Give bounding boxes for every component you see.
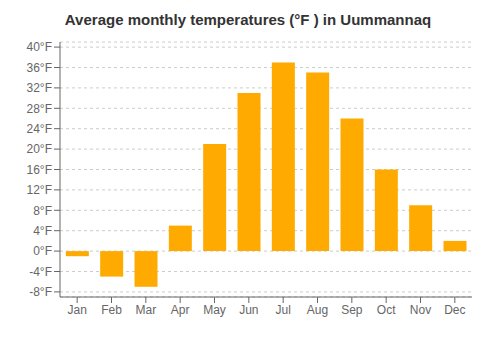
svg-text:Aug: Aug <box>307 303 328 317</box>
html-text:Average monthly temperatures (: Average monthly temperatures (°F ) in Uu… <box>64 11 432 28</box>
svg-text:0°F: 0°F <box>33 244 52 258</box>
svg-text:-4°F: -4°F <box>29 265 52 279</box>
svg-text:Feb: Feb <box>101 303 122 317</box>
svg-text:-8°F: -8°F <box>29 285 52 299</box>
svg-text:12°F: 12°F <box>27 183 52 197</box>
svg-text:May: May <box>203 303 226 317</box>
svg-text:24°F: 24°F <box>27 122 52 136</box>
svg-text:Nov: Nov <box>410 303 431 317</box>
svg-text:Sep: Sep <box>341 303 363 317</box>
svg-text:Oct: Oct <box>377 303 396 317</box>
svg-text:Mar: Mar <box>135 303 156 317</box>
svg-text:Jun: Jun <box>239 303 258 317</box>
svg-text:8°F: 8°F <box>33 204 52 218</box>
svg-text:28°F: 28°F <box>27 102 52 116</box>
svg-text:36°F: 36°F <box>27 61 52 75</box>
svg-text:40°F: 40°F <box>27 40 52 54</box>
svg-text:16°F: 16°F <box>27 163 52 177</box>
svg-text:Dec: Dec <box>444 303 465 317</box>
svg-text:4°F: 4°F <box>33 224 52 238</box>
svg-text:Apr: Apr <box>171 303 190 317</box>
svg-text:32°F: 32°F <box>27 81 52 95</box>
svg-text:20°F: 20°F <box>27 142 52 156</box>
svg-text:Jan: Jan <box>67 303 86 317</box>
svg-text:Jul: Jul <box>275 303 290 317</box>
